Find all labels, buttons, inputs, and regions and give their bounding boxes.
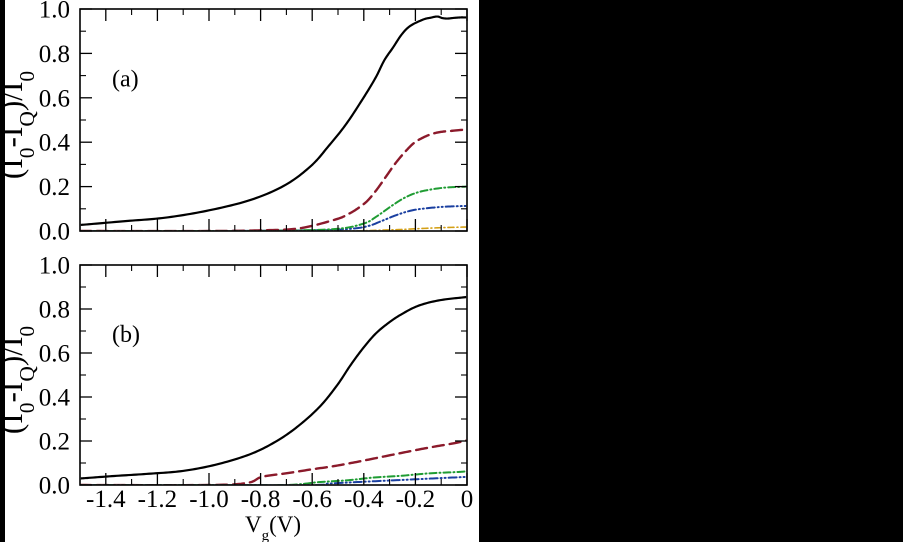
svg-text:-1.0: -1.0 <box>189 486 229 513</box>
svg-text:-0.8: -0.8 <box>241 486 281 513</box>
svg-text:-1.4: -1.4 <box>86 486 126 513</box>
svg-text:0.4: 0.4 <box>39 385 71 412</box>
svg-text:0.0: 0.0 <box>39 473 70 500</box>
svg-text:-0.2: -0.2 <box>396 486 436 513</box>
svg-text:-1.2: -1.2 <box>138 486 178 513</box>
svg-text:1.0: 1.0 <box>39 0 70 24</box>
svg-text:0.4: 0.4 <box>39 130 71 157</box>
svg-text:0.8: 0.8 <box>39 297 70 324</box>
svg-text:(b): (b) <box>112 322 140 348</box>
svg-text:0.8: 0.8 <box>39 41 70 68</box>
svg-text:1.0: 1.0 <box>39 253 70 280</box>
svg-text:-0.4: -0.4 <box>344 486 384 513</box>
svg-text:0.2: 0.2 <box>39 174 70 201</box>
svg-text:-0.6: -0.6 <box>292 486 332 513</box>
svg-text:0.0: 0.0 <box>39 219 70 246</box>
svg-text:0.6: 0.6 <box>39 85 70 112</box>
svg-text:0.6: 0.6 <box>39 341 70 368</box>
svg-text:(a): (a) <box>112 67 139 93</box>
svg-text:0: 0 <box>461 486 474 513</box>
svg-text:0.2: 0.2 <box>39 429 70 456</box>
